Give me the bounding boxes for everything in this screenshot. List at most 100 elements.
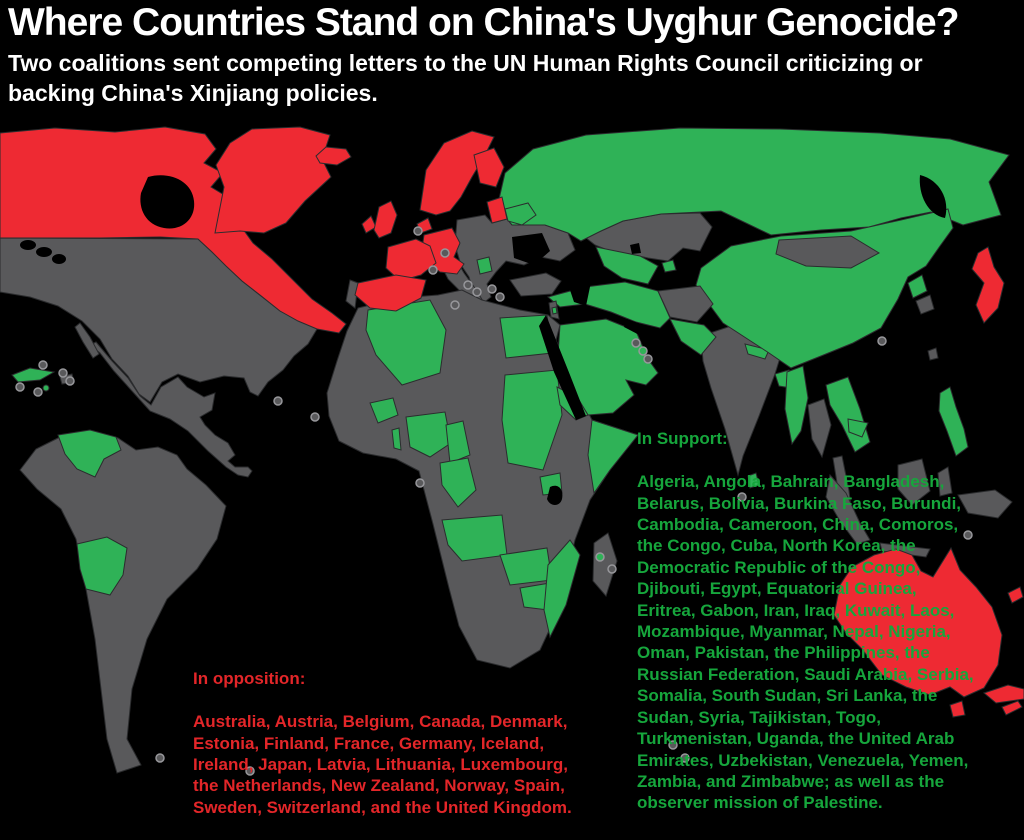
country-mongolia: [775, 235, 881, 269]
country-pakistan: [669, 318, 717, 356]
region-uzbekistan-turkmenistan: [595, 246, 659, 285]
microstate-marker: [737, 492, 747, 502]
country-canada: [0, 126, 347, 334]
support-countries-text: Algeria, Angola, Bahrain, Bangladesh, Be…: [637, 472, 974, 813]
region-baltic-states: [486, 196, 508, 224]
support-label: In Support:: [637, 429, 728, 449]
microstate-marker: [487, 284, 497, 294]
page-title: Where Countries Stand on China's Uyghur …: [8, 1, 960, 44]
microstate-marker: [15, 382, 25, 392]
opposition-label: In opposition:: [193, 669, 306, 689]
microstate-marker-bahrain: [638, 346, 648, 356]
microstate-marker: [65, 376, 75, 386]
country-tajikistan: [661, 259, 677, 273]
microstate-marker: [413, 226, 423, 236]
country-portugal: [345, 279, 359, 309]
island-tasmania: [949, 700, 966, 718]
island-greenland: [214, 126, 332, 234]
region-gabon-congo: [439, 457, 477, 508]
microstate-marker: [472, 287, 482, 297]
island-sumatra: [825, 473, 871, 545]
country-china: [695, 208, 954, 369]
microstate-marker: [58, 368, 68, 378]
microstate-marker: [310, 412, 320, 422]
island-new-caledonia: [1007, 586, 1024, 604]
microstate-marker: [428, 265, 438, 275]
country-cuba: [11, 367, 56, 383]
neutral-overlays: [548, 235, 939, 361]
country-spain: [354, 274, 427, 312]
country-mexico-central-america: [89, 341, 253, 478]
microstate-marker: [680, 753, 690, 763]
microstate-marker: [877, 336, 887, 346]
great-lake-3: [52, 254, 66, 264]
lake-victoria: [547, 485, 563, 505]
support-list: In Support: Algeria, Angola, Bahrain, Ba…: [637, 407, 982, 835]
island-new-guinea: [957, 489, 1013, 519]
opposition-countries-text: Australia, Austria, Belgium, Canada, Den…: [193, 712, 572, 817]
microstate-marker: [631, 338, 641, 348]
microstate-marker: [495, 292, 505, 302]
country-zambia: [499, 547, 553, 586]
country-russia: [496, 127, 1010, 242]
country-venezuela: [57, 429, 122, 478]
country-togo: [391, 427, 402, 451]
island-madagascar: [592, 532, 618, 598]
sea-of-okhotsk: [919, 175, 947, 218]
island-borneo: [897, 458, 931, 506]
microstate-marker: [463, 280, 473, 290]
country-australia: [833, 546, 1003, 698]
microstate-marker: [38, 360, 48, 370]
region-baja: [74, 322, 100, 359]
country-france: [385, 238, 437, 282]
microstate-marker: [668, 740, 678, 750]
microstate-marker: [415, 478, 425, 488]
country-turkey: [509, 272, 562, 297]
island-sulawesi: [937, 466, 953, 497]
island-new-zealand-north: [982, 684, 1024, 704]
opposition-list: In opposition: Australia, Austria, Belgi…: [193, 647, 573, 840]
island-new-zealand-south: [1001, 700, 1023, 716]
country-cambodia: [847, 418, 869, 438]
country-united-kingdom: [373, 200, 398, 239]
persian-gulf: [624, 319, 652, 338]
page-subtitle: Two coalitions sent competing letters to…: [8, 49, 923, 106]
country-algeria: [365, 299, 447, 386]
opposition-countries: [0, 126, 1024, 718]
region-palestine: [551, 306, 558, 315]
microstate-marker: [33, 387, 43, 397]
country-philippines: [938, 386, 969, 457]
country-serbia: [476, 256, 493, 275]
microstate-marker-comoros: [595, 552, 605, 562]
continent-south-america: [19, 430, 227, 774]
country-bolivia: [76, 536, 128, 596]
hudson-bay: [140, 175, 195, 229]
caspian-sea: [568, 262, 591, 306]
country-myanmar: [784, 365, 809, 446]
microstate-marker: [643, 354, 653, 364]
microstate-marker: [155, 753, 165, 763]
country-finland: [473, 147, 505, 188]
country-thailand: [807, 398, 832, 459]
country-nigeria: [405, 411, 452, 458]
black-sea: [512, 233, 550, 265]
microstate-marker: [963, 530, 973, 540]
country-somalia: [587, 419, 639, 495]
microstate-marker: [440, 248, 450, 258]
island-java: [879, 542, 931, 558]
country-afghanistan: [657, 285, 714, 323]
microstate-marker: [273, 396, 283, 406]
country-cameroon: [445, 420, 471, 464]
great-lake-1: [20, 240, 36, 250]
world-map: [0, 126, 1024, 776]
island-jamaica: [42, 384, 50, 392]
microstate-marker: [245, 766, 255, 776]
microstate-marker: [607, 564, 617, 574]
country-sri-lanka: [747, 472, 760, 489]
microstate-markers: [15, 226, 973, 776]
red-sea: [539, 315, 586, 420]
country-burkina-faso: [369, 397, 399, 424]
country-iceland: [315, 146, 352, 166]
country-angola: [441, 514, 508, 562]
country-south-korea: [915, 294, 935, 315]
